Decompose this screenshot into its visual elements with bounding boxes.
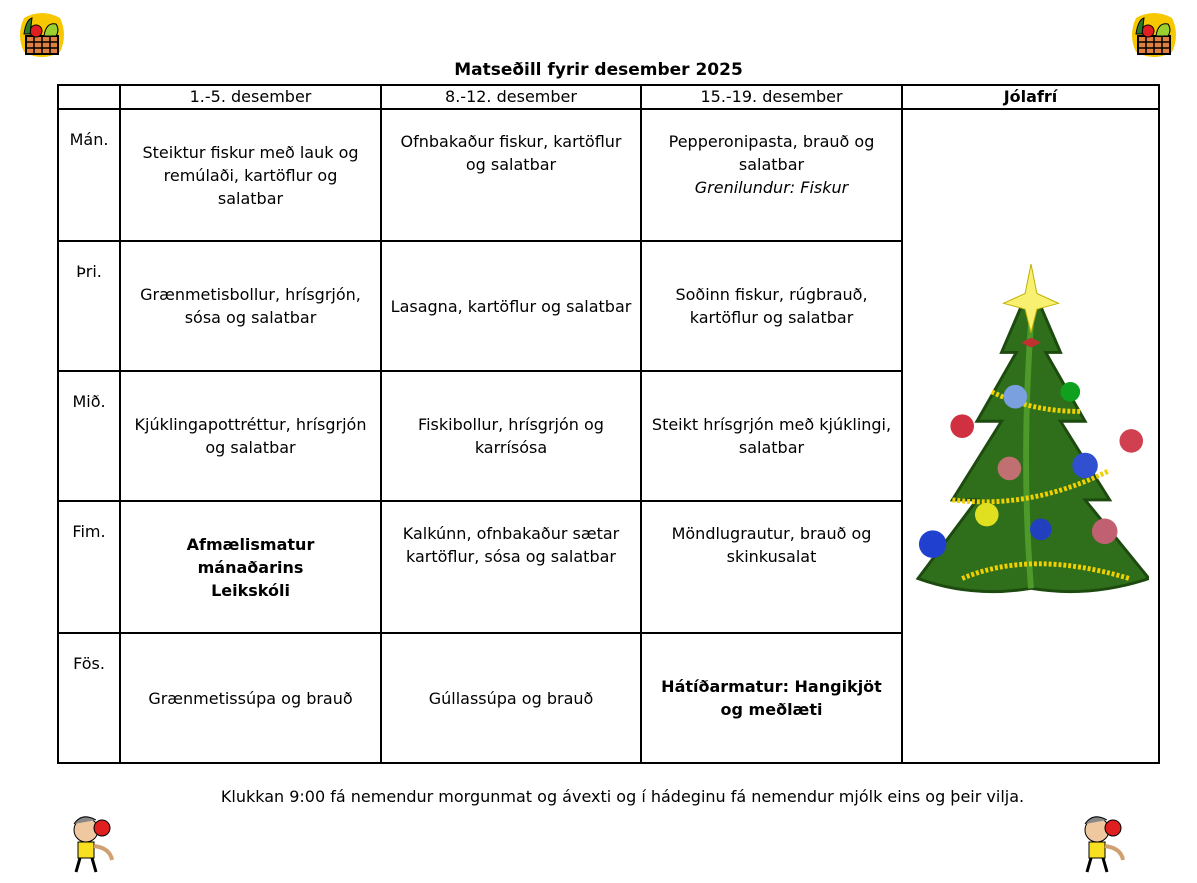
menu-cell: Ofnbakaður fiskur, kartöflur og salatbar bbox=[380, 108, 642, 242]
footer-note: Klukkan 9:00 fá nemendur morgunmat og áv… bbox=[220, 787, 1025, 806]
header-week-2: 8.-12. desember bbox=[380, 84, 642, 110]
table-row: Fim. Afmælismatur mánaðarins Leikskóli K… bbox=[57, 500, 1159, 634]
day-label: Mið. bbox=[57, 370, 121, 502]
day-label: Fös. bbox=[57, 632, 121, 764]
header-week-1: 1.-5. desember bbox=[119, 84, 382, 110]
menu-cell: Afmælismatur mánaðarins Leikskóli bbox=[119, 500, 382, 634]
vegetable-basket-icon bbox=[20, 13, 64, 57]
menu-cell: Steikt hrísgrjón með kjúklingi, salatbar bbox=[640, 370, 903, 502]
menu-note: Grenilundur: Fiskur bbox=[694, 178, 849, 197]
table-row: Mán. Steiktur fiskur með lauk og remúlað… bbox=[57, 108, 1160, 764]
menu-cell: Lasagna, kartöflur og salatbar bbox=[380, 240, 642, 372]
menu-cell: Fiskibollur, hrísgrjón og karrísósa bbox=[380, 370, 642, 502]
menu-cell: Pepperonipasta, brauð og salatbar Grenilu… bbox=[640, 108, 903, 242]
menu-table: 1.-5. desember 8.-12. desember 15.-19. d… bbox=[57, 84, 1160, 764]
page-title: Matseðill fyrir desember 2025 bbox=[454, 60, 743, 80]
menu-text: Pepperonipasta, brauð og salatbar bbox=[668, 132, 875, 174]
child-eating-apple-icon bbox=[1084, 816, 1125, 873]
header-week-3: 15.-19. desember bbox=[640, 84, 903, 110]
table-row: Fös. Grænmetissúpa og brauð Gúllassúpa o… bbox=[57, 632, 1159, 764]
menu-cell: Gúllassúpa og brauð bbox=[380, 632, 642, 764]
header-row: 1.-5. desember 8.-12. desember 15.-19. d… bbox=[57, 84, 1160, 110]
menu-cell: Soðinn fiskur, rúgbrauð, kartöflur og sa… bbox=[640, 240, 903, 372]
day-label: Þri. bbox=[57, 240, 121, 372]
day-label: Fim. bbox=[57, 500, 121, 634]
table-row: Mið. Kjúklingapottréttur, hrísgrjón og s… bbox=[57, 370, 1159, 502]
table-row: Þri. Grænmetisbollur, hrísgrjón, sósa og… bbox=[57, 240, 1159, 372]
page: Matseðill fyrir desember 2025 1.-5. dese… bbox=[57, 60, 1160, 806]
menu-cell: Hátíðarmatur: Hangikjöt og meðlæti bbox=[640, 632, 903, 764]
menu-cell: Grænmetissúpa og brauð bbox=[119, 632, 382, 764]
menu-cell: Kjúklingapottréttur, hrísgrjón og salatb… bbox=[119, 370, 382, 502]
menu-cell: Grænmetisbollur, hrísgrjón, sósa og sala… bbox=[119, 240, 382, 372]
header-holiday: Jólafrí bbox=[901, 84, 1160, 110]
menu-cell: Steiktur fiskur með lauk og remúlaði, ka… bbox=[119, 108, 382, 242]
day-label: Mán. bbox=[57, 108, 121, 242]
menu-cell: Kalkúnn, ofnbakaður sætar kartöflur, sós… bbox=[380, 500, 642, 634]
christmas-tree-icon bbox=[915, 264, 1149, 594]
child-eating-apple-icon bbox=[73, 816, 114, 873]
holiday-cell bbox=[901, 108, 1160, 764]
menu-cell: Möndlugrautur, brauð og skinkusalat bbox=[640, 500, 903, 634]
header-cell-empty bbox=[57, 84, 121, 110]
vegetable-basket-icon bbox=[1132, 13, 1176, 57]
